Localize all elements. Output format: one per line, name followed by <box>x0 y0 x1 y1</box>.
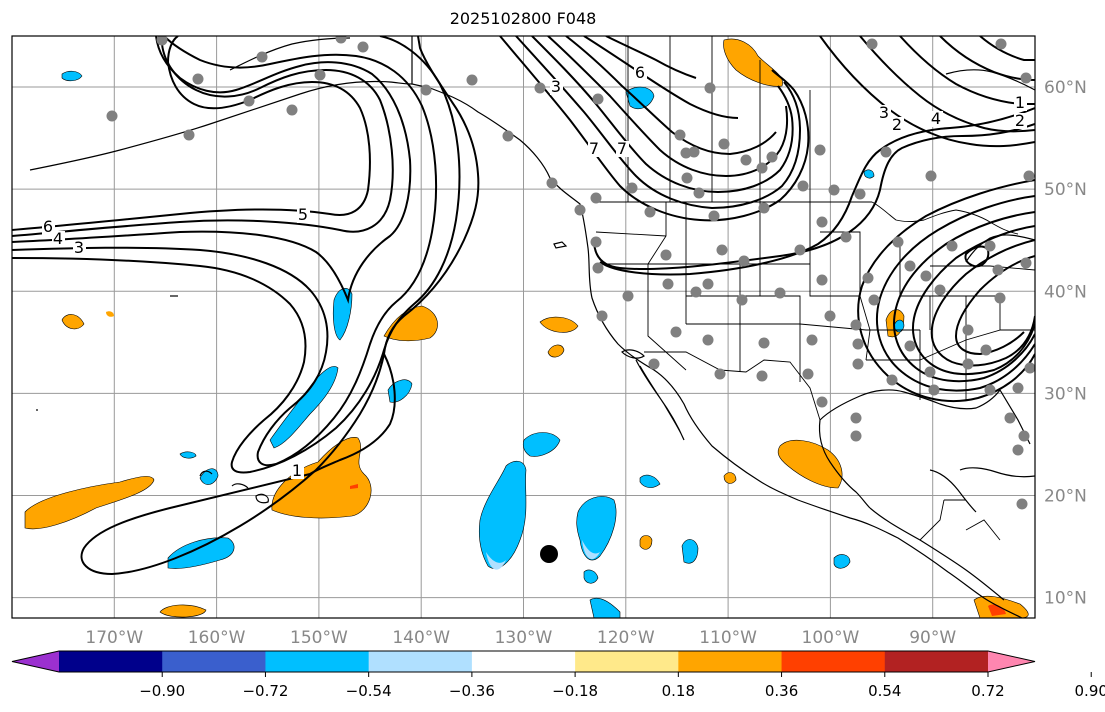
longitude-labels: 170°W 160°W 150°W 140°W 130°W 120°W 110°W 100°W… <box>85 628 956 648</box>
colorbar-extend-low <box>12 651 59 672</box>
contour-label-bg <box>550 79 563 95</box>
colorbar-tick-label: −0.18 <box>552 682 598 700</box>
contour-label: 2 <box>892 115 902 134</box>
latitude-label: 30°N <box>1044 384 1087 404</box>
colorbar-segment <box>471 651 576 672</box>
colorbar-tick-label: 0.18 <box>662 682 695 700</box>
colorbar-segment <box>781 651 886 672</box>
contour-label-bg <box>291 463 304 479</box>
contour-label-bg <box>297 207 310 223</box>
contour-label-bg <box>878 105 891 121</box>
colorbar <box>11 650 1036 673</box>
colorbar-outline <box>11 650 1036 673</box>
latitude-label: 20°N <box>1044 486 1087 506</box>
longitude-label: 140°W <box>392 628 450 648</box>
colorbar-tick-label: −0.72 <box>242 682 288 700</box>
contour-label: 5 <box>298 205 308 224</box>
contour-label: 4 <box>53 229 63 248</box>
latitude-label: 60°N <box>1044 78 1087 98</box>
latitude-labels: 60°N 50°N 40°N 30°N 20°N 10°N <box>1044 78 1087 609</box>
colorbar-tick-label: 0.54 <box>868 682 901 700</box>
longitude-label: 130°W <box>495 628 553 648</box>
map-frame <box>11 35 1036 619</box>
colorbar-ticks: −0.90 −0.72 −0.54 −0.36 −0.18 0.18 0.36 0.54 0.7… <box>139 672 1105 700</box>
colorbar-tick-label: 0.72 <box>971 682 1004 700</box>
contour-label: 6 <box>635 63 645 82</box>
colorbar-segment <box>575 651 679 672</box>
colorbar-tick-label: −0.54 <box>346 682 392 700</box>
contour-label: 7 <box>589 139 599 158</box>
contour-label-bg <box>1014 95 1027 111</box>
colorbar-segment <box>59 651 163 672</box>
colorbar-tick-label: 0.36 <box>765 682 798 700</box>
storm-center-marker <box>540 545 558 563</box>
longitude-label: 120°W <box>597 628 655 648</box>
colorbar-segment <box>678 651 783 672</box>
longitude-label: 160°W <box>188 628 246 648</box>
longitude-label: 110°W <box>699 628 757 648</box>
contour-label-bg <box>588 141 601 157</box>
colorbar-tick-label: −0.90 <box>139 682 185 700</box>
longitude-label: 170°W <box>85 628 143 648</box>
contour-label-bg <box>891 117 904 133</box>
contour-label: 2 <box>1015 111 1025 130</box>
contour-layer <box>12 36 1035 576</box>
colorbar-extend-high <box>988 651 1035 672</box>
latitude-label: 40°N <box>1044 282 1087 302</box>
contour-label: 1 <box>1015 93 1025 112</box>
station-markers <box>106 36 1035 510</box>
contour-label: 3 <box>74 238 84 257</box>
contour-label: 3 <box>879 103 889 122</box>
longitude-label: 90°W <box>909 628 956 648</box>
colorbar-segment <box>162 651 266 672</box>
contour-label: 7 <box>617 139 627 158</box>
contour-label-bg <box>634 65 647 81</box>
figure-title: 2025102800 F048 <box>449 9 597 28</box>
colorbar-tick-label: 0.90 <box>1075 682 1105 700</box>
colorbar-tick-label: −0.36 <box>449 682 495 700</box>
colorbar-segment <box>368 651 473 672</box>
contour-label-bg <box>52 231 65 247</box>
latitude-label: 10°N <box>1044 589 1087 609</box>
contour-label: 4 <box>931 109 941 128</box>
longitude-label: 100°W <box>802 628 860 648</box>
contour-label-bg <box>1014 113 1027 129</box>
contour-label-bg <box>42 219 55 235</box>
latitude-label: 50°N <box>1044 180 1087 200</box>
longitude-label: 150°W <box>290 628 348 648</box>
contour-label: 3 <box>551 77 561 96</box>
colorbar-segment <box>884 651 989 672</box>
contour-label: 1 <box>292 461 302 480</box>
contour-label: 6 <box>43 217 53 236</box>
contour-label-bg <box>616 141 629 157</box>
contour-label-bg <box>73 240 86 256</box>
colorbar-segment <box>265 651 370 672</box>
contour-label-bg <box>930 111 943 127</box>
